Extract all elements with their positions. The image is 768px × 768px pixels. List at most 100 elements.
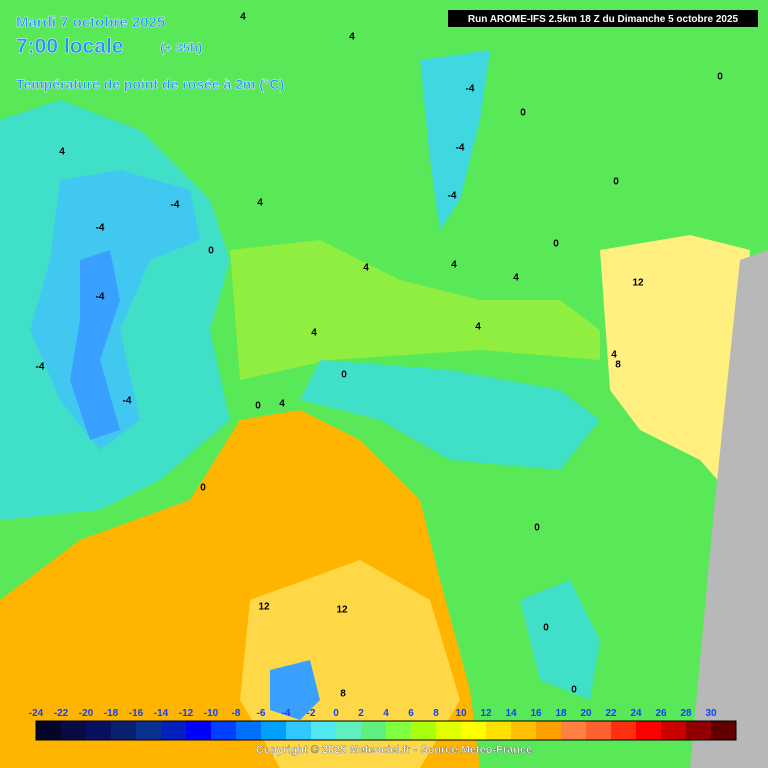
contour-label: 0 [543,623,549,634]
legend-tick-label: 30 [705,708,717,719]
legend-tick-label: 18 [555,708,567,719]
legend-tick-label: -6 [257,708,266,719]
contour-label: 0 [571,685,577,696]
legend-tick-label: -20 [79,708,94,719]
legend-tick-label: -2 [307,708,316,719]
legend-swatch [561,721,587,740]
contour-label: 0 [613,177,619,188]
legend-tick-label: -14 [154,708,169,719]
legend-tick-label: 6 [408,708,414,719]
contour-label: 4 [240,12,246,23]
contour-label: 4 [257,198,263,209]
legend-swatch [86,721,112,740]
legend-swatch [311,721,337,740]
legend-swatch [211,721,237,740]
contour-label: 0 [717,72,723,83]
legend-swatch [486,721,512,740]
contour-label: 8 [615,360,621,371]
legend-tick-label: 0 [333,708,339,719]
legend-tick-label: 14 [505,708,517,719]
legend-swatch [286,721,312,740]
contour-label: 8 [340,689,346,700]
legend: -24 -22 -20 -18 -16 -14 -12 -10 -8 -6 -4 -2 0 2 4 6 8 10 1… [29,708,737,741]
contour-label: 0 [520,108,526,119]
contour-label: 0 [534,523,540,534]
contour-label: 4 [611,350,617,361]
contour-label: 0 [341,370,347,381]
legend-swatch [36,721,62,740]
contour-label: 4 [363,263,369,274]
legend-swatch [336,721,362,740]
legend-swatch [661,721,687,740]
contour-label: -4 [96,223,105,234]
legend-swatch [586,721,612,740]
legend-tick-label: -10 [204,708,219,719]
time: 7:00 locale [16,35,123,58]
legend-swatch [611,721,637,740]
legend-tick-label: 16 [530,708,542,719]
legend-tick-label: -16 [129,708,144,719]
lead-time: (+ 35h) [160,40,202,55]
legend-tick-label: 8 [433,708,439,719]
legend-tick-label: 20 [580,708,592,719]
contour-label: -4 [466,84,475,95]
legend-tick-label: 28 [680,708,692,719]
contour-label: -4 [36,362,45,373]
legend-swatch [361,721,387,740]
legend-swatch [511,721,537,740]
legend-tick-label: 24 [630,708,642,719]
run-box [448,10,758,27]
contour-label: 4 [475,322,481,333]
contour-label: 0 [208,246,214,257]
contour-label: 4 [279,399,285,410]
legend-tick-label: -8 [232,708,241,719]
contour-label: 12 [336,605,348,616]
contour-label: 4 [513,273,519,284]
contour-label: -4 [171,200,180,211]
legend-swatch [711,721,737,740]
contour-label: 4 [59,147,65,158]
legend-swatch [61,721,87,740]
contour-label: 4 [311,328,317,339]
contour-label: 0 [255,401,261,412]
legend-tick-label: -4 [282,708,291,719]
legend-swatch [136,721,162,740]
field-title: Température de point de rosée à 2m (°C) [16,76,284,92]
legend-swatch [111,721,137,740]
legend-swatch [386,721,412,740]
contour-label: -4 [456,143,465,154]
legend-tick-label: 10 [455,708,467,719]
legend-tick-label: 4 [383,708,389,719]
contour-label: -4 [96,292,105,303]
contour-label: 4 [451,260,457,271]
contour-label: 0 [200,483,206,494]
legend-swatch [261,721,287,740]
contour-label: -4 [448,191,457,202]
copyright: Copyright © 2025 Meteociel.fr - Source M… [256,744,532,756]
legend-tick-label: 12 [480,708,492,719]
legend-frame [35,720,737,741]
legend-swatch [636,721,662,740]
legend-tick-label: -22 [54,708,69,719]
legend-swatch [536,721,562,740]
date: Mardi 7 octobre 2025 [16,14,165,31]
contour-label: 4 [349,32,355,43]
legend-swatch [686,721,712,740]
legend-tick-label: 2 [358,708,364,719]
contour-label: 12 [632,278,644,289]
legend-swatch [436,721,462,740]
legend-tick-label: -18 [104,708,119,719]
legend-tick-label: -24 [29,708,44,719]
contour-label: -4 [123,396,132,407]
legend-swatch [186,721,212,740]
run-info: Run AROME-IFS 2.5km 18 Z du Dimanche 5 o… [468,14,739,25]
legend-tick-label: 26 [655,708,667,719]
contour-label: 12 [258,602,270,613]
legend-tick-label: -12 [179,708,194,719]
legend-swatch [161,721,187,740]
legend-tick-label: 22 [605,708,617,719]
legend-swatch [461,721,487,740]
contour-label: 0 [553,239,559,250]
